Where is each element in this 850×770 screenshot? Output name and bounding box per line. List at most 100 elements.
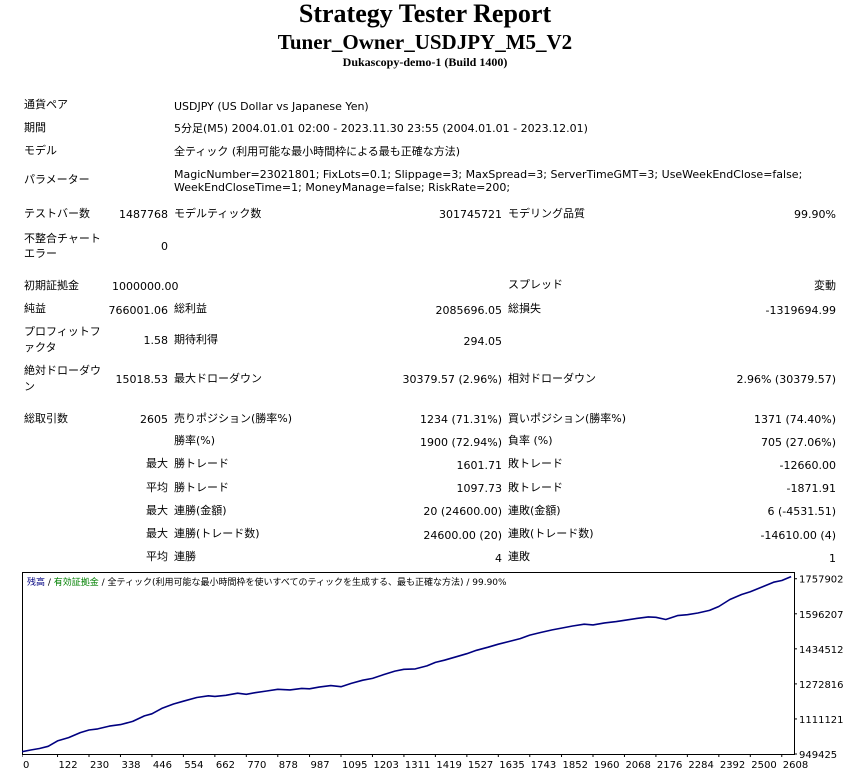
y-tick-label: 1757902	[799, 575, 844, 586]
avg-label: 平均	[146, 481, 168, 494]
gross-profit-value: 2085696.05	[435, 304, 502, 317]
avg-loss-trade-label: 敗トレード	[508, 481, 563, 494]
params-value: MagicNumber=23021801; FixLots=0.1; Slipp…	[174, 168, 803, 194]
deposit-value: 1000000.00	[112, 280, 179, 293]
x-tick-label: 2284	[688, 760, 713, 768]
total-trades-label: 総取引数	[24, 412, 68, 425]
x-tick-label: 662	[216, 760, 235, 768]
period-value: 5分足(M5) 2004.01.01 02:00 - 2023.11.30 23…	[174, 122, 588, 135]
legend-item: /	[45, 578, 54, 588]
x-tick-label: 1852	[563, 760, 588, 768]
x-tick-label: 987	[311, 760, 330, 768]
model-label: モデル	[24, 144, 57, 157]
report-title: Strategy Tester Report	[298, 0, 552, 28]
profit-factor-label: プロフィットファクタ	[24, 325, 101, 354]
quality-label: モデリング品質	[508, 207, 585, 220]
loss-rate-value: 705 (27.06%)	[760, 436, 836, 449]
ticks-label: モデルティック数	[174, 207, 262, 220]
loss-rate-label: 負率 (%)	[508, 434, 553, 447]
mismatch-label: 不整合チャートエラー	[24, 232, 101, 260]
cons-win-count-value: 24600.00 (20)	[423, 529, 502, 542]
balance-line	[22, 575, 792, 753]
x-tick-label: 2176	[657, 760, 682, 768]
cons-win-count-label: 連勝(トレード数)	[174, 527, 260, 540]
net-profit-label: 純益	[24, 302, 46, 315]
plot-frame	[22, 572, 795, 755]
max-win-trade-label: 勝トレード	[174, 457, 229, 470]
balance-chart: 0 122 230 338 446 554 662 770 878 987 1095 1203 1311…	[22, 572, 844, 768]
avg-cons-win-label: 連勝	[174, 550, 196, 563]
ea-name: Tuner_Owner_USDJPY_M5_V2	[277, 30, 573, 54]
x-tick-label: 770	[247, 760, 266, 768]
bars-label: テストバー数	[24, 207, 90, 220]
max-drawdown-label: 最大ドローダウン	[174, 372, 262, 385]
x-tick-label: 2500	[751, 760, 776, 768]
avg-win-trade-label: 勝トレード	[174, 481, 229, 494]
x-tick-label: 878	[279, 760, 298, 768]
x-tick-label: 2608	[783, 760, 808, 768]
deposit-label: 初期証拠金	[24, 279, 79, 292]
max-label: 最大	[146, 504, 168, 517]
avg-cons-loss-label: 連敗	[508, 550, 530, 563]
expected-payoff-label: 期待利得	[174, 333, 218, 346]
x-tick-label: 1527	[468, 760, 493, 768]
gross-profit-label: 総利益	[174, 302, 207, 315]
y-tick-label: 1272816	[799, 680, 844, 691]
rel-drawdown-label: 相対ドローダウン	[508, 372, 596, 385]
y-tick-label: 1111121	[799, 715, 844, 726]
cons-loss-amount-label: 連敗(金額)	[508, 504, 561, 517]
chart-legend: 残高 / 有効証拠金 / 全ティック(利用可能な最小時間枠を使いすべてのティック…	[27, 576, 507, 588]
cons-win-amount-label: 連勝(金額)	[174, 504, 227, 517]
cons-loss-amount-value: 6 (-4531.51)	[767, 505, 836, 518]
avg-cons-win-value: 4	[495, 552, 502, 565]
x-tick-label: 122	[59, 760, 78, 768]
x-tick-label: 338	[121, 760, 140, 768]
expected-payoff-value: 294.05	[463, 335, 503, 348]
pair-label: 通貨ペア	[24, 98, 68, 111]
x-tick-label: 1960	[594, 760, 619, 768]
params-label: パラメーター	[24, 173, 90, 186]
x-tick-label: 2392	[720, 760, 745, 768]
spread-label: スプレッド	[508, 278, 563, 291]
spread-value: 変動	[814, 279, 836, 292]
x-tick-label: 0	[23, 760, 29, 768]
profit-factor-value: 1.58	[143, 334, 169, 347]
cons-win-amount-value: 20 (24600.00)	[423, 505, 502, 518]
net-profit-value: 766001.06	[108, 304, 169, 317]
max-win-trade-value: 1601.71	[456, 459, 503, 472]
x-tick-label: 2068	[625, 760, 650, 768]
y-tick-label: 1596207	[799, 610, 844, 621]
cons-loss-count-label: 連敗(トレード数)	[508, 527, 594, 540]
short-positions-value: 1234 (71.31%)	[419, 413, 502, 426]
long-positions-value: 1371 (74.40%)	[753, 413, 836, 426]
pair-value: USDJPY (US Dollar vs Japanese Yen)	[174, 100, 369, 113]
abs-drawdown-value: 15018.53	[115, 373, 169, 386]
x-tick-label: 1311	[405, 760, 430, 768]
mismatch-value: 0	[161, 240, 168, 253]
period-label: 期間	[24, 121, 46, 134]
x-tick-label: 1095	[342, 760, 367, 768]
x-tick-label: 1419	[436, 760, 461, 768]
short-positions-label: 売りポジション(勝率%)	[174, 412, 293, 425]
win-rate-value: 1900 (72.94%)	[419, 436, 502, 449]
y-tick-label: 1434512	[799, 645, 844, 656]
x-tick-label: 230	[90, 760, 109, 768]
total-trades-value: 2605	[140, 413, 168, 426]
x-tick-label: 554	[184, 760, 203, 768]
avg-cons-loss-value: 1	[829, 552, 836, 565]
y-tick-label: 949425	[799, 750, 837, 761]
rel-drawdown-value: 2.96% (30379.57)	[736, 373, 836, 386]
x-tick-label: 1743	[531, 760, 556, 768]
avg-win-trade-value: 1097.73	[456, 482, 503, 495]
max-label: 最大	[146, 457, 168, 470]
cons-loss-count-value: -14610.00 (4)	[760, 529, 836, 542]
long-positions-label: 買いポジション(勝率%)	[508, 412, 627, 425]
x-tick-label: 1203	[373, 760, 398, 768]
ticks-value: 301745721	[439, 208, 502, 221]
legend-item: 残高	[27, 576, 45, 588]
abs-drawdown-label: 絶対ドローダウン	[24, 364, 101, 393]
gross-loss-label: 総損失	[508, 302, 541, 315]
legend-item: 有効証拠金	[54, 576, 99, 588]
legend-item: / 全ティック(利用可能な最小時間枠を使いすべてのティックを生成する、最も正確な…	[99, 576, 507, 588]
x-tick-label: 446	[153, 760, 172, 768]
